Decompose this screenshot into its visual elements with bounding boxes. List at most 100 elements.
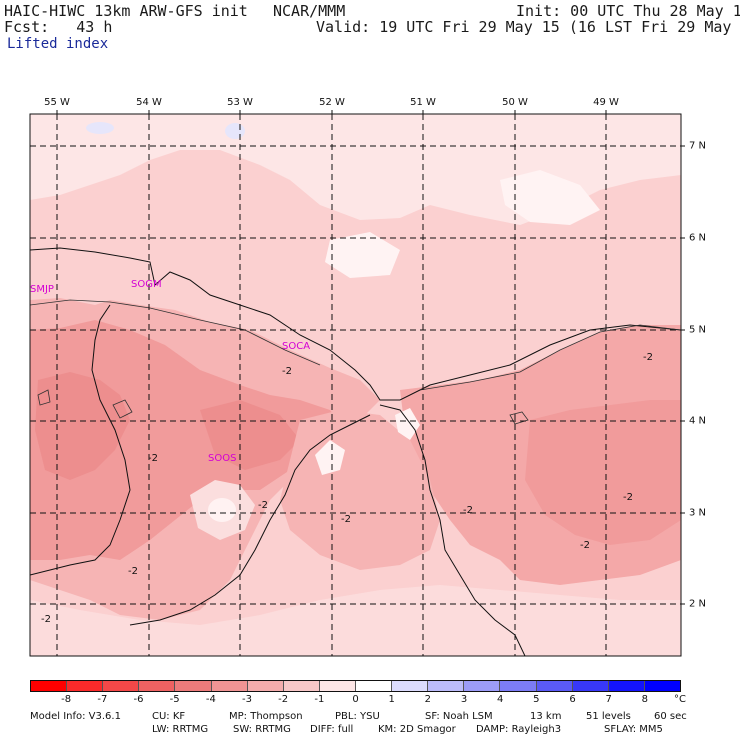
contour-minus2-west xyxy=(30,299,321,366)
model-version: Model Info: V3.6.1 xyxy=(30,711,121,722)
init-time: Init: 00 UTC Thu 28 May 15 xyxy=(516,2,740,20)
shortwave-scheme: SW: RRTMG xyxy=(233,724,291,735)
microphysics-scheme: MP: Thompson xyxy=(229,711,303,722)
colorbar-tick-label: 4 xyxy=(496,694,504,705)
positive-patch-1 xyxy=(86,122,114,134)
colorbar-swatch xyxy=(571,681,608,691)
white-patch-central xyxy=(315,440,345,475)
contour-label: -2 xyxy=(463,505,473,516)
colorbar-swatch xyxy=(31,681,67,691)
map-frame xyxy=(29,113,682,657)
south-light-band xyxy=(30,585,681,656)
valid-time: Valid: 19 UTC Fri 29 May 15 (16 LST Fri … xyxy=(316,18,740,36)
tick-marks xyxy=(56,110,685,605)
colorbar-swatch xyxy=(102,681,139,691)
colorbar-swatch xyxy=(210,681,247,691)
colorbar-swatch xyxy=(318,681,355,691)
colorbar-tick-label: 6 xyxy=(569,694,576,705)
colorbar-tick-label: -1 xyxy=(314,694,325,705)
lat-label-6n: 6 N xyxy=(689,232,707,244)
surface-scheme: SF: Noah LSM xyxy=(425,711,493,722)
contour-loop-2 xyxy=(112,399,133,419)
vertical-levels: 51 levels xyxy=(586,711,631,722)
timestep: 60 sec xyxy=(654,711,687,722)
minus3-core-west xyxy=(30,320,345,560)
diffusion-option: DIFF: full xyxy=(310,724,354,735)
colorbar-swatch xyxy=(643,681,680,691)
minus3-core-west-2 xyxy=(35,372,130,480)
colorbar-tick-label: -2 xyxy=(278,694,289,705)
coastline xyxy=(30,247,681,401)
lon-label-52w: 52 W xyxy=(319,97,345,108)
colorbar-tick-label: 1 xyxy=(388,694,395,705)
product-title: HAIC-HIWC 13km ARW-GFS init xyxy=(4,2,248,20)
colorbar xyxy=(30,680,681,692)
lon-label-55w: 55 W xyxy=(44,97,70,108)
cumulus-scheme: CU: KF xyxy=(152,711,186,722)
colorbar-swatch xyxy=(607,681,644,691)
eddy-coefficient: KM: 2D Smagor xyxy=(378,724,456,735)
site-label-smjp: SMJP xyxy=(30,284,54,295)
contour-label: -2 xyxy=(643,352,653,363)
lon-label-54w: 54 W xyxy=(136,97,162,108)
pbl-scheme: PBL: YSU xyxy=(335,711,380,722)
lat-label-7n: 7 N xyxy=(689,140,707,152)
lon-label-51w: 51 W xyxy=(410,97,436,108)
north-white-patch-2 xyxy=(325,232,400,278)
contour-label: -2 xyxy=(341,514,351,525)
positive-patch-2 xyxy=(225,123,245,139)
lon-label-50w: 50 W xyxy=(502,97,528,108)
white-patch-soos xyxy=(208,498,236,522)
contour-loop-1 xyxy=(37,389,51,406)
colorbar-tick-label: 0 xyxy=(352,694,359,705)
field-name: Lifted index xyxy=(7,36,109,52)
colorbar-tick-label: 2 xyxy=(424,694,432,705)
colorbar-swatch xyxy=(535,681,572,691)
colorbar-tick-label: -5 xyxy=(169,694,180,705)
colorbar-swatch xyxy=(282,681,319,691)
colorbar-tick-label: 7 xyxy=(605,694,612,705)
colorbar-swatch xyxy=(391,681,428,691)
contour-label: -2 xyxy=(128,566,138,577)
lon-label-49w: 49 W xyxy=(593,97,619,108)
lat-label-3n: 3 N xyxy=(689,507,707,519)
colorbar-tick-label: -8 xyxy=(61,694,72,705)
lat-label-2n: 2 N xyxy=(689,598,707,610)
colorbar-swatch xyxy=(246,681,283,691)
minus3-core-mid xyxy=(200,400,300,470)
border-west xyxy=(30,304,131,576)
lon-label-53w: 53 W xyxy=(227,97,253,108)
colorbar-tick-label: -4 xyxy=(205,694,216,705)
damping-option: DAMP: Rayleigh3 xyxy=(476,724,562,735)
minus3-east-core xyxy=(525,400,681,545)
colorbar-swatch xyxy=(66,681,103,691)
colorbar-unit: °C xyxy=(674,694,686,705)
contour-label: -2 xyxy=(148,453,158,464)
grid-spacing: 13 km xyxy=(530,711,562,722)
colorbar-tick-label: 3 xyxy=(460,694,468,705)
border-east xyxy=(379,404,526,656)
colorbar-swatch xyxy=(354,681,392,691)
colorbar-swatch xyxy=(463,681,500,691)
contour-label: -2 xyxy=(282,366,292,377)
white-patch-central-2 xyxy=(395,408,420,440)
colorbar-tick-label: 8 xyxy=(641,694,649,705)
north-white-patch xyxy=(500,170,600,225)
colorbar-swatch xyxy=(427,681,464,691)
site-label-soca: SOCA xyxy=(282,341,311,352)
forecast-hour: Fcst: 43 h xyxy=(4,18,113,36)
contour-label: -2 xyxy=(41,614,51,625)
surface-layer: SFLAY: MM5 xyxy=(604,724,663,735)
site-label-sogm: SOGM xyxy=(131,279,162,290)
contour-label: -2 xyxy=(623,492,633,503)
lat-label-4n: 4 N xyxy=(689,415,707,427)
colorbar-tick-label: 5 xyxy=(533,694,540,705)
colorbar-tick-label: -7 xyxy=(97,694,108,705)
contour-label: -2 xyxy=(258,500,268,511)
colorbar-tick-label: -3 xyxy=(242,694,252,705)
colorbar-swatch xyxy=(138,681,175,691)
colorbar-swatch xyxy=(174,681,211,691)
river-border xyxy=(129,414,371,626)
colorbar-tick-label: -6 xyxy=(133,694,144,705)
